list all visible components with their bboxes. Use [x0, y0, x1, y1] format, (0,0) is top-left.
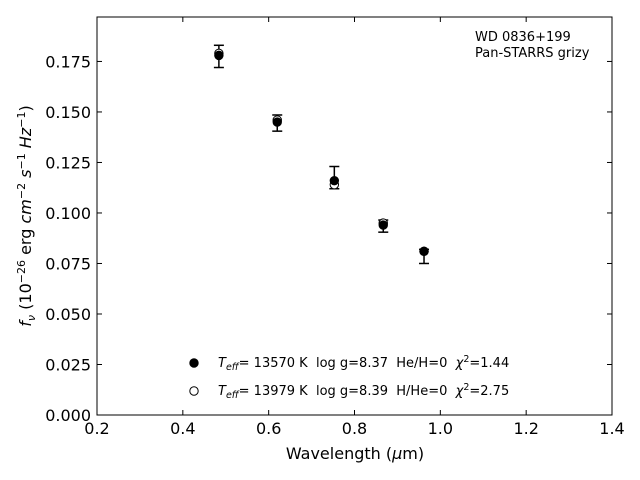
legend: Teff= 13570 K log g=8.37 He/H=0 χ2=1.44 …	[189, 354, 509, 401]
y-tick-label: 0.125	[45, 153, 91, 172]
model-point-filled	[214, 50, 224, 61]
x-tick-label: 1.4	[599, 419, 624, 438]
x-tick-label: 0.4	[170, 419, 195, 438]
legend-marker-open	[189, 386, 199, 396]
x-tick-label: 0.6	[256, 419, 281, 438]
model-point-filled	[329, 175, 340, 186]
y-tick-label: 0.175	[45, 52, 91, 71]
x-tick-label: 0.2	[84, 419, 109, 438]
annotation-object: WD 0836+199	[475, 30, 571, 45]
y-tick-label: 0.000	[45, 406, 91, 425]
y-tick-label: 0.075	[45, 254, 91, 273]
model-point-filled	[378, 220, 388, 230]
model-point-filled	[272, 117, 282, 127]
annotation-survey: Pan-STARRS grizy	[475, 46, 590, 61]
x-tick-label: 0.8	[342, 419, 367, 438]
plot-area: 0.2 0.4 0.6 0.8 1.0 1.2 1.4 0.000 0.025 0.050 0.07…	[45, 16, 625, 438]
y-tick-label: 0.150	[45, 103, 91, 122]
legend-label-1: Teff= 13570 K log g=8.37 He/H=0 χ2=1.44	[218, 354, 509, 373]
x-tick-label: 1.2	[513, 419, 538, 438]
y-tick-label: 0.025	[45, 355, 91, 374]
legend-marker-filled	[189, 358, 199, 368]
x-tick-label: 1.0	[428, 419, 453, 438]
y-tick-label: 0.100	[45, 204, 91, 223]
x-axis-label: Wavelength (μm)	[286, 444, 424, 463]
legend-label-2: Teff= 13979 K log g=8.39 H/He=0 χ2=2.75	[218, 382, 509, 401]
model-point-filled	[419, 246, 429, 257]
y-axis-label: fν (10−26 erg cm−2 s−1 Hz−1)	[15, 105, 38, 326]
y-tick-label: 0.050	[45, 305, 91, 324]
